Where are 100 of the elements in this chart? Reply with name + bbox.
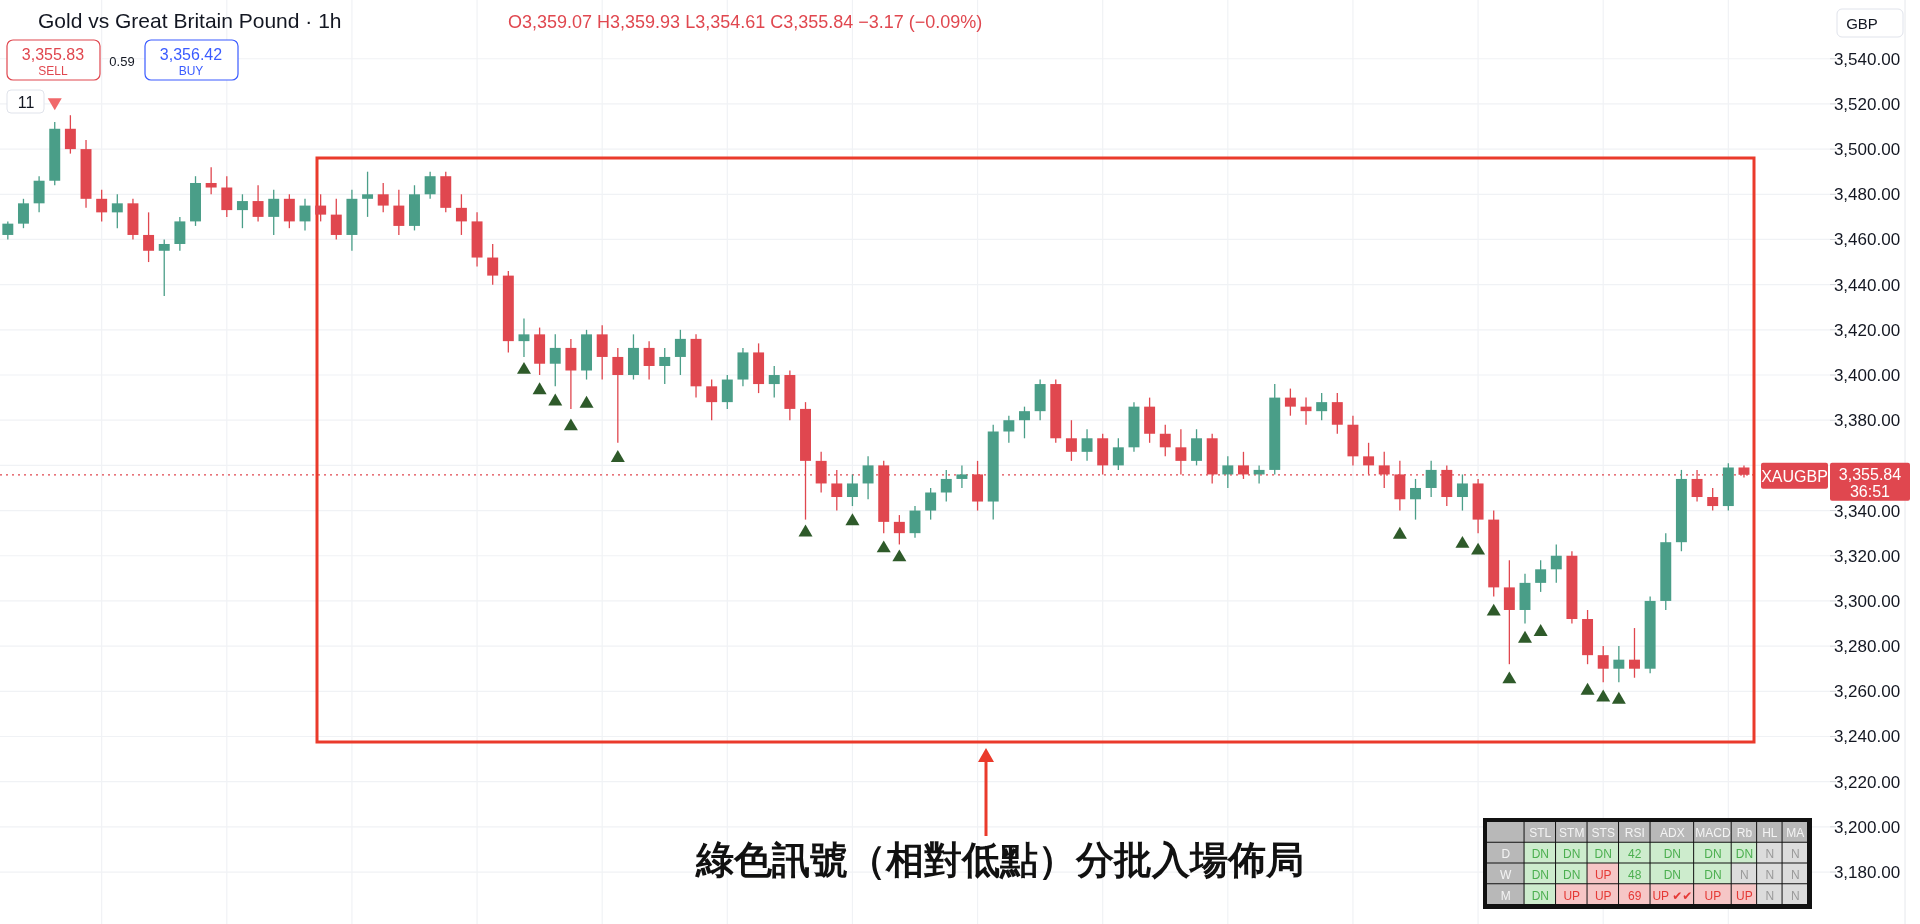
text: DN <box>1563 847 1581 862</box>
candlestick <box>1159 424 1171 457</box>
text: GBP <box>1846 15 1878 32</box>
candlestick <box>96 189 108 223</box>
category-label: D <box>1501 847 1511 862</box>
category-label: M <box>1500 888 1511 903</box>
text: DN <box>1531 847 1549 862</box>
candlestick <box>455 193 467 236</box>
candlestick <box>1019 406 1030 439</box>
text: UP <box>1704 888 1722 903</box>
ref-line-label: XAUGBP <box>1761 467 1828 485</box>
candlestick <box>315 193 327 223</box>
text: UP <box>1563 888 1581 903</box>
point <box>610 450 625 462</box>
point <box>548 393 563 406</box>
point <box>47 98 62 111</box>
y-tick-label: 3,340.00 <box>1833 501 1901 521</box>
candlestick <box>487 243 499 286</box>
candlestick <box>706 378 718 421</box>
text: DN <box>1594 847 1612 862</box>
point <box>532 382 547 395</box>
candlestick <box>221 175 233 218</box>
y-tick-label: 3,520.00 <box>1833 94 1901 114</box>
y-tick-label: 3,540.00 <box>1833 49 1901 69</box>
text: DN <box>1735 847 1754 862</box>
candlestick <box>1597 645 1609 683</box>
y-tick-label: 3,320.00 <box>1833 546 1901 566</box>
candlestick <box>1191 428 1203 467</box>
annotation: 0.59 <box>109 54 135 69</box>
candlestick <box>1253 464 1265 485</box>
text: DN <box>1663 847 1681 862</box>
candlestick <box>596 324 608 381</box>
point <box>892 549 907 562</box>
chart-title: Gold vs Great Britain Pound · 1h <box>38 9 342 32</box>
candlestick <box>377 182 389 214</box>
point <box>798 524 813 537</box>
candlestick <box>721 374 733 410</box>
candlestick <box>205 166 217 195</box>
y-tick-label: 3,220.00 <box>1833 772 1901 792</box>
candlestick <box>1707 487 1719 512</box>
candlestick <box>424 171 436 200</box>
text: UP <box>1594 888 1612 903</box>
text: DN <box>1704 867 1722 882</box>
y-tick-label: 3,460.00 <box>1833 230 1901 250</box>
candlestick <box>1535 559 1547 593</box>
y-tick-label: 3,260.00 <box>1833 682 1901 702</box>
y-tick-label: 3,380.00 <box>1833 411 1901 431</box>
text: 3,355.84 <box>1838 465 1902 483</box>
candlestick <box>925 487 937 521</box>
y-tick-label: 3,300.00 <box>1833 591 1901 611</box>
candlestick <box>111 193 123 229</box>
candlestick <box>565 338 577 410</box>
point <box>516 361 531 374</box>
category-label: STL <box>1529 826 1552 841</box>
candlestick <box>1550 543 1562 584</box>
point <box>579 395 594 408</box>
annotation: 3,356.42 <box>159 46 223 63</box>
point <box>563 418 578 431</box>
category-label: HL <box>1762 826 1778 841</box>
text: UP <box>1736 888 1753 903</box>
candlestick <box>268 189 280 236</box>
candlestick <box>1112 437 1124 471</box>
text: 42 <box>1628 847 1642 862</box>
text: DN <box>1531 888 1549 903</box>
category-label: STS <box>1591 826 1615 841</box>
y-tick-label: 3,200.00 <box>1833 817 1901 837</box>
candlestick <box>956 464 968 489</box>
candlestick <box>33 175 45 214</box>
y-tick-label: 3,480.00 <box>1833 185 1901 205</box>
annotation: 綠色訊號（相對低點）分批入場佈局 <box>695 839 1304 881</box>
y-tick-label: 3,280.00 <box>1833 637 1901 657</box>
annotation: 3,355.83 <box>21 46 85 63</box>
candlestick <box>283 193 295 229</box>
candlestick <box>393 189 405 236</box>
candlestick <box>1003 415 1015 444</box>
point <box>845 513 860 526</box>
point <box>1580 682 1595 695</box>
category-label: RSI <box>1624 826 1645 841</box>
y-tick-label: 3,400.00 <box>1833 366 1901 386</box>
candlestick <box>768 365 780 399</box>
category-label: STM <box>1559 826 1585 841</box>
y-tick-label: 3,420.00 <box>1833 320 1901 340</box>
candlestick <box>64 114 76 155</box>
text: DN <box>1563 867 1581 882</box>
candlestick <box>158 238 170 297</box>
text: N <box>1765 847 1775 862</box>
candlestick <box>1175 428 1187 476</box>
annotation: BUY <box>178 64 204 78</box>
candlestick <box>143 211 155 263</box>
point <box>1518 630 1532 643</box>
text: DN <box>1663 867 1681 882</box>
candlestick <box>549 333 561 387</box>
y-tick-label: 3,440.00 <box>1833 275 1901 295</box>
candlestick <box>1456 473 1468 512</box>
candlestick <box>862 455 874 500</box>
candlestick <box>1222 455 1234 489</box>
candlestick <box>17 198 29 229</box>
point <box>1611 691 1626 704</box>
text: DN <box>1704 847 1722 862</box>
text: UP ✔✔ <box>1652 888 1693 903</box>
